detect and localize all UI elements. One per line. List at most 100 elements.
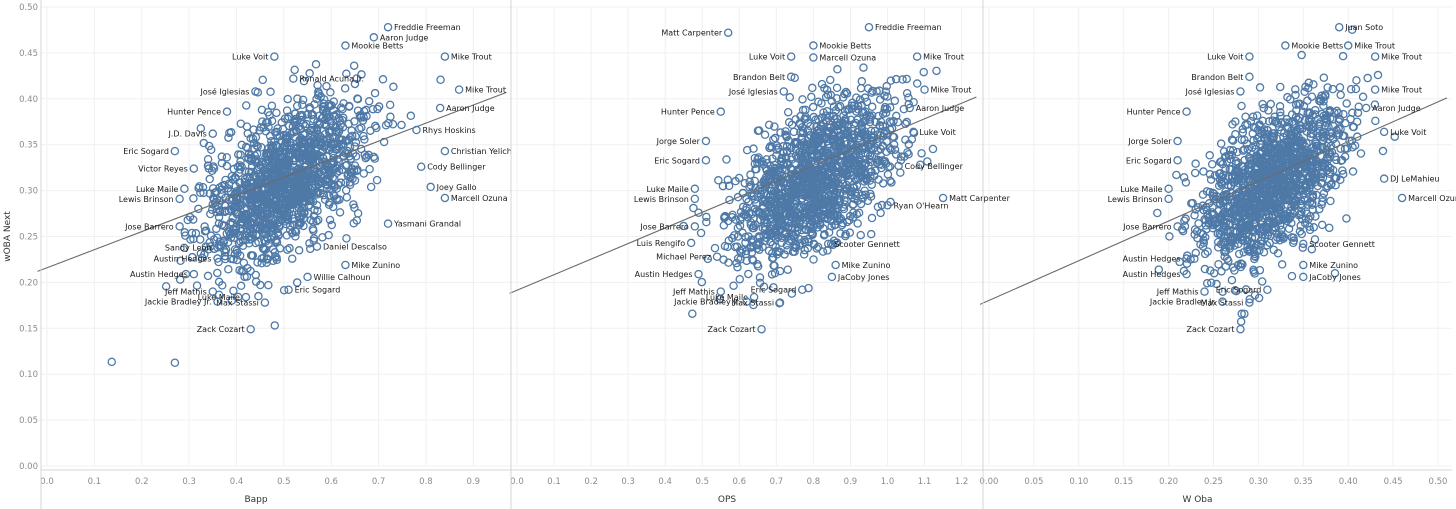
data-point — [817, 99, 826, 108]
data-point — [867, 152, 877, 161]
data-point — [878, 121, 888, 131]
data-point — [808, 230, 817, 240]
data-point — [263, 176, 272, 186]
data-point — [1317, 220, 1327, 230]
player-label: Austin Hedges — [130, 270, 188, 279]
data-point — [755, 273, 765, 282]
data-point — [243, 210, 252, 219]
data-point — [853, 115, 862, 124]
data-point — [305, 69, 314, 78]
labeled-point — [1281, 41, 1290, 50]
data-point — [176, 256, 185, 266]
data-point — [300, 197, 310, 206]
data-point — [291, 114, 300, 124]
data-point — [1190, 168, 1200, 178]
data-point — [270, 158, 280, 167]
data-point — [776, 217, 785, 226]
data-point — [342, 136, 352, 145]
data-point — [313, 117, 322, 127]
data-point — [812, 122, 821, 132]
labeled-point — [723, 28, 733, 37]
data-point — [767, 249, 777, 258]
data-point — [1154, 265, 1164, 274]
data-point — [791, 139, 800, 149]
labeled-point — [341, 260, 350, 270]
player-label: Luke Voit — [232, 53, 268, 62]
data-point — [902, 74, 911, 84]
labeled-point — [757, 324, 766, 334]
data-point — [258, 117, 267, 126]
player-label: Marcell Ozuna — [1408, 194, 1456, 203]
player-label: Jose Barrero — [639, 222, 689, 231]
data-point — [305, 145, 314, 155]
data-point — [214, 241, 224, 251]
data-point — [796, 202, 805, 211]
data-point — [799, 250, 809, 259]
data-point — [736, 248, 746, 258]
data-point — [318, 233, 327, 242]
data-point — [826, 239, 836, 248]
x-tick-label: 0.0 — [40, 477, 54, 487]
data-point — [754, 153, 763, 162]
data-point — [904, 150, 913, 159]
player-label: Mike Trout — [1381, 53, 1422, 62]
x-tick-label: 0.3 — [182, 477, 196, 487]
data-point — [809, 133, 819, 143]
player-label: Rhys Hoskins — [422, 126, 475, 135]
data-point — [1287, 271, 1297, 281]
data-point — [364, 150, 373, 160]
data-point — [885, 162, 895, 171]
data-point — [793, 215, 802, 225]
data-point — [226, 254, 236, 264]
labeled-point — [1370, 52, 1380, 61]
y-tick-label: 0.20 — [19, 278, 38, 288]
data-point — [270, 147, 279, 157]
data-point — [1234, 249, 1244, 259]
data-point — [266, 221, 275, 231]
player-label: Daniel Descalso — [323, 243, 387, 252]
player-label: Jeff Mathis — [164, 288, 207, 297]
labeled-point — [440, 193, 450, 203]
data-point — [766, 237, 775, 247]
data-point — [357, 123, 366, 132]
labeled-point — [909, 127, 918, 137]
data-point — [777, 238, 786, 248]
data-point — [353, 94, 363, 104]
player-label: Jeff Mathis — [672, 288, 715, 297]
data-point — [246, 156, 256, 166]
data-point — [759, 282, 769, 291]
data-point — [815, 220, 825, 230]
data-point — [830, 174, 839, 183]
data-point — [240, 177, 250, 187]
data-point — [251, 186, 261, 196]
y-axis-title: wOBA Next — [3, 211, 13, 262]
player-label: Lewis Brinson — [634, 195, 689, 204]
data-point — [773, 247, 782, 257]
data-point — [796, 128, 805, 137]
labeled-point — [440, 146, 450, 156]
player-label: JaCoby Jones — [1308, 273, 1361, 282]
data-point — [746, 243, 756, 252]
x-tick-label: 1.0 — [881, 477, 895, 487]
data-point — [740, 178, 750, 188]
data-point — [812, 150, 822, 159]
x-axis-title: Bapp — [244, 495, 267, 505]
data-point — [805, 131, 815, 140]
data-point — [256, 280, 265, 290]
data-point — [365, 164, 374, 174]
y-tick-label: 0.25 — [19, 233, 38, 243]
data-point — [254, 157, 264, 166]
data-point — [270, 205, 279, 215]
player-label: Ronald Acuña Jr. — [299, 75, 364, 84]
player-label: Scooter Gennett — [834, 240, 900, 249]
player-label: Juan Soto — [1344, 23, 1383, 32]
data-point — [340, 84, 350, 93]
data-point — [259, 123, 268, 132]
data-point — [814, 216, 823, 225]
data-point — [845, 186, 855, 196]
data-point — [319, 105, 328, 114]
data-point — [803, 234, 813, 244]
data-point — [280, 163, 289, 173]
data-point — [374, 102, 384, 111]
data-point — [406, 111, 416, 121]
